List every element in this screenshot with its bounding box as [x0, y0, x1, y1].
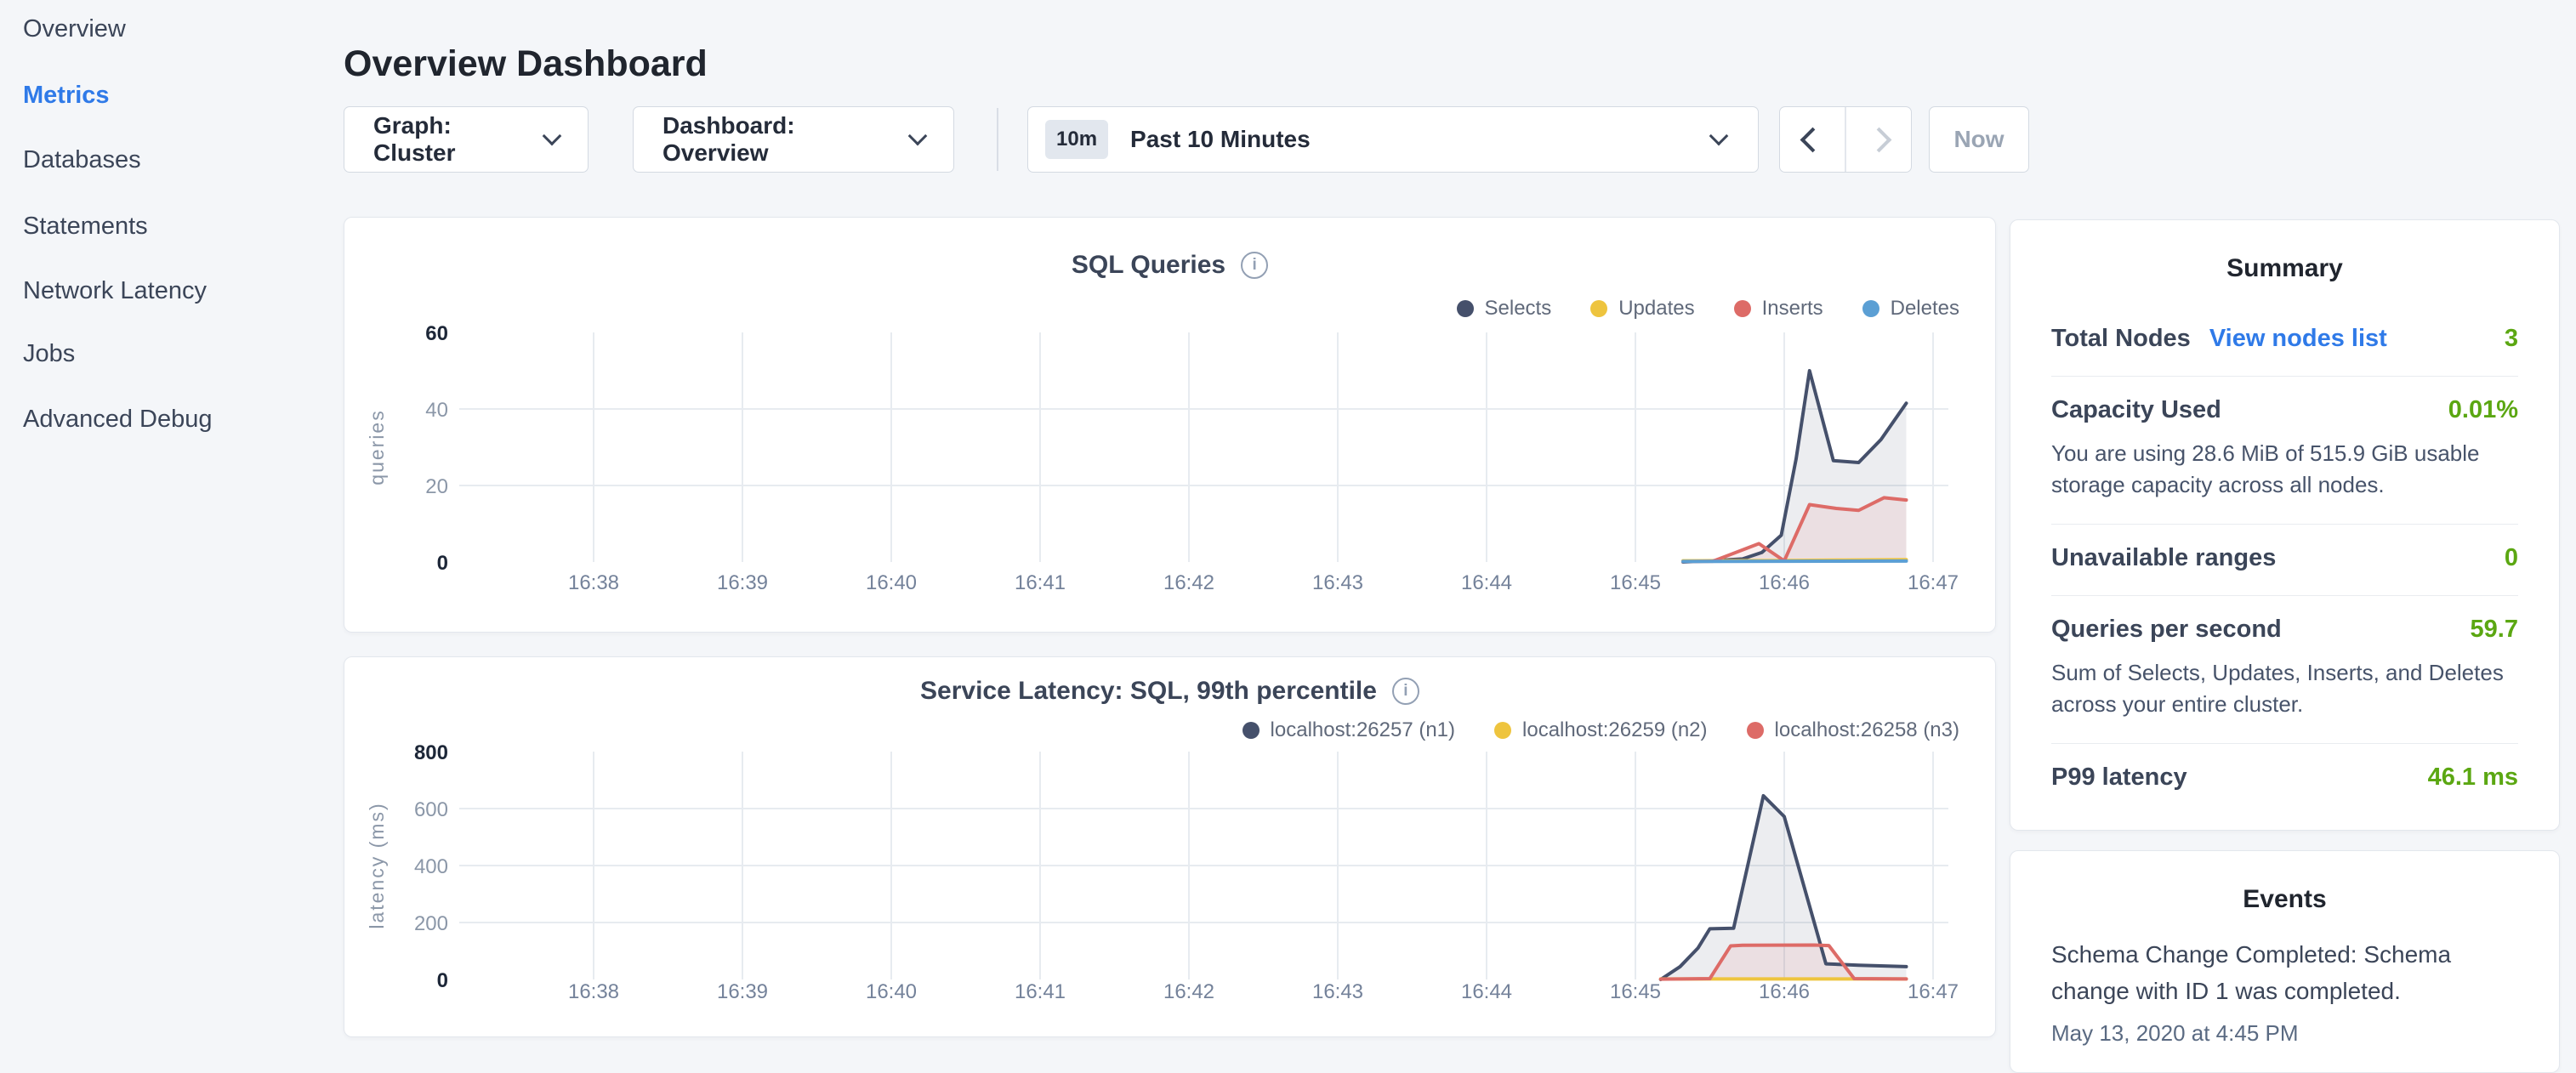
svg-text:16:38: 16:38: [568, 980, 619, 1003]
chart-plot-area[interactable]: 16:38 16:39 16:40 16:41 16:42 16:43 16:44 16:45…: [344, 734, 1995, 1030]
toolbar-divider: [997, 108, 998, 171]
summary-row: Unavailable ranges 0: [2051, 525, 2518, 596]
time-step-buttons: [1779, 106, 1912, 173]
summary-row: Queries per second 59.7 Sum of Selects, Up…: [2051, 596, 2518, 744]
summary-row-value: 59.7: [2471, 616, 2518, 644]
summary-row-value: 46.1 ms: [2428, 764, 2518, 792]
chevron-right-icon: [1866, 127, 1891, 152]
svg-text:16:42: 16:42: [1163, 980, 1214, 1003]
chart-title: Service Latency: SQL, 99th percentile: [920, 673, 1377, 710]
events-panel: Events Schema Change Completed: Schema c…: [2010, 850, 2560, 1073]
sql-queries-chart-card: SQL QueriesiSelectsUpdatesInsertsDeletes…: [344, 217, 1996, 633]
graph-dropdown[interactable]: Graph: Cluster: [344, 106, 589, 173]
sidebar-item-jobs[interactable]: Jobs: [23, 339, 75, 368]
chart-plot-area[interactable]: 16:38 16:39 16:40 16:41 16:42 16:43 16:44 16:45…: [344, 311, 1995, 617]
summary-row: Capacity Used 0.01% You are using 28.6 MiB…: [2051, 377, 2518, 525]
summary-row: P99 latency 46.1 ms: [2051, 744, 2518, 815]
summary-row-description: You are using 28.6 MiB of 515.9 GiB usab…: [2051, 438, 2518, 501]
events-title: Events: [2051, 885, 2518, 914]
summary-row-label: Total Nodes: [2051, 325, 2191, 353]
summary-row-label: Capacity Used: [2051, 396, 2221, 424]
chart-header: SQL Queries i: [344, 247, 1995, 284]
event-message: Schema Change Completed: Schema change w…: [2051, 936, 2518, 1010]
svg-text:200: 200: [414, 912, 448, 935]
summary-row: Total Nodes View nodes list 3: [2051, 305, 2518, 377]
svg-text:0: 0: [437, 552, 448, 575]
svg-text:0: 0: [437, 969, 448, 992]
summary-row-value: 0: [2505, 544, 2518, 572]
svg-text:16:46: 16:46: [1759, 571, 1810, 594]
svg-text:16:45: 16:45: [1610, 571, 1661, 594]
summary-row-label: Unavailable ranges: [2051, 544, 2276, 572]
svg-text:16:38: 16:38: [568, 571, 619, 594]
summary-row-description: Sum of Selects, Updates, Inserts, and De…: [2051, 657, 2518, 720]
svg-text:16:43: 16:43: [1312, 571, 1363, 594]
summary-row-label: Queries per second: [2051, 616, 2282, 644]
sidebar-item-databases[interactable]: Databases: [23, 145, 141, 174]
page-title: Overview Dashboard: [344, 43, 708, 85]
svg-text:800: 800: [414, 741, 448, 764]
svg-text:16:39: 16:39: [717, 980, 768, 1003]
summary-row-label: P99 latency: [2051, 764, 2187, 792]
summary-title: Summary: [2051, 254, 2518, 283]
now-button-label: Now: [1953, 126, 2004, 153]
app: { "page": { "title": "Overview Dashboard…: [0, 0, 2576, 1051]
view-nodes-list-link[interactable]: View nodes list: [2209, 325, 2387, 353]
time-range-picker[interactable]: 10m Past 10 Minutes: [1027, 106, 1759, 173]
time-range-badge: 10m: [1045, 120, 1108, 159]
sidebar: Overview Metrics Databases Statements Networ…: [0, 0, 340, 1051]
svg-text:16:47: 16:47: [1908, 980, 1959, 1003]
svg-text:16:44: 16:44: [1461, 571, 1512, 594]
sidebar-item-metrics[interactable]: Metrics: [23, 81, 110, 110]
info-icon[interactable]: i: [1392, 678, 1419, 705]
svg-text:16:41: 16:41: [1015, 980, 1066, 1003]
chart-header: Service Latency: SQL, 99th percentile i: [344, 673, 1995, 710]
now-button[interactable]: Now: [1929, 106, 2029, 173]
dashboard-dropdown[interactable]: Dashboard: Overview: [633, 106, 954, 173]
svg-text:latency (ms): latency (ms): [366, 802, 388, 928]
summary-row-value: 0.01%: [2448, 396, 2518, 424]
chevron-down-icon: [543, 127, 562, 146]
svg-text:40: 40: [425, 399, 448, 422]
svg-text:queries: queries: [366, 409, 388, 485]
sidebar-item-advanced-debug[interactable]: Advanced Debug: [23, 405, 213, 434]
svg-text:60: 60: [425, 322, 448, 345]
chart-title: SQL Queries: [1072, 247, 1225, 284]
svg-text:16:39: 16:39: [717, 571, 768, 594]
summary-panel: Summary Total Nodes View nodes list 3 Capac…: [2010, 219, 2560, 831]
svg-text:16:46: 16:46: [1759, 980, 1810, 1003]
service-latency-chart-card: Service Latency: SQL, 99th percentileilo…: [344, 656, 1996, 1037]
next-time-button[interactable]: [1845, 107, 1911, 172]
summary-row-value: 3: [2505, 325, 2518, 353]
time-range-label: Past 10 Minutes: [1130, 126, 1311, 153]
svg-text:20: 20: [425, 475, 448, 498]
svg-text:400: 400: [414, 855, 448, 878]
svg-text:16:40: 16:40: [866, 980, 917, 1003]
sidebar-item-overview[interactable]: Overview: [23, 14, 126, 43]
svg-text:16:47: 16:47: [1908, 571, 1959, 594]
svg-text:16:45: 16:45: [1610, 980, 1661, 1003]
svg-text:16:40: 16:40: [866, 571, 917, 594]
dashboard-dropdown-label: Dashboard: Overview: [662, 112, 892, 167]
graph-dropdown-label: Graph: Cluster: [373, 112, 526, 167]
svg-text:16:41: 16:41: [1015, 571, 1066, 594]
chevron-down-icon: [908, 127, 928, 146]
svg-text:16:43: 16:43: [1312, 980, 1363, 1003]
svg-text:16:44: 16:44: [1461, 980, 1512, 1003]
chevron-left-icon: [1800, 127, 1825, 152]
event-timestamp: May 13, 2020 at 4:45 PM: [2051, 1020, 2518, 1047]
sidebar-item-statements[interactable]: Statements: [23, 212, 148, 241]
info-icon[interactable]: i: [1241, 252, 1268, 279]
chevron-down-icon: [1709, 127, 1729, 146]
sidebar-item-network-latency[interactable]: Network Latency: [23, 276, 207, 305]
svg-text:600: 600: [414, 798, 448, 821]
prev-time-button[interactable]: [1780, 107, 1845, 172]
svg-text:16:42: 16:42: [1163, 571, 1214, 594]
